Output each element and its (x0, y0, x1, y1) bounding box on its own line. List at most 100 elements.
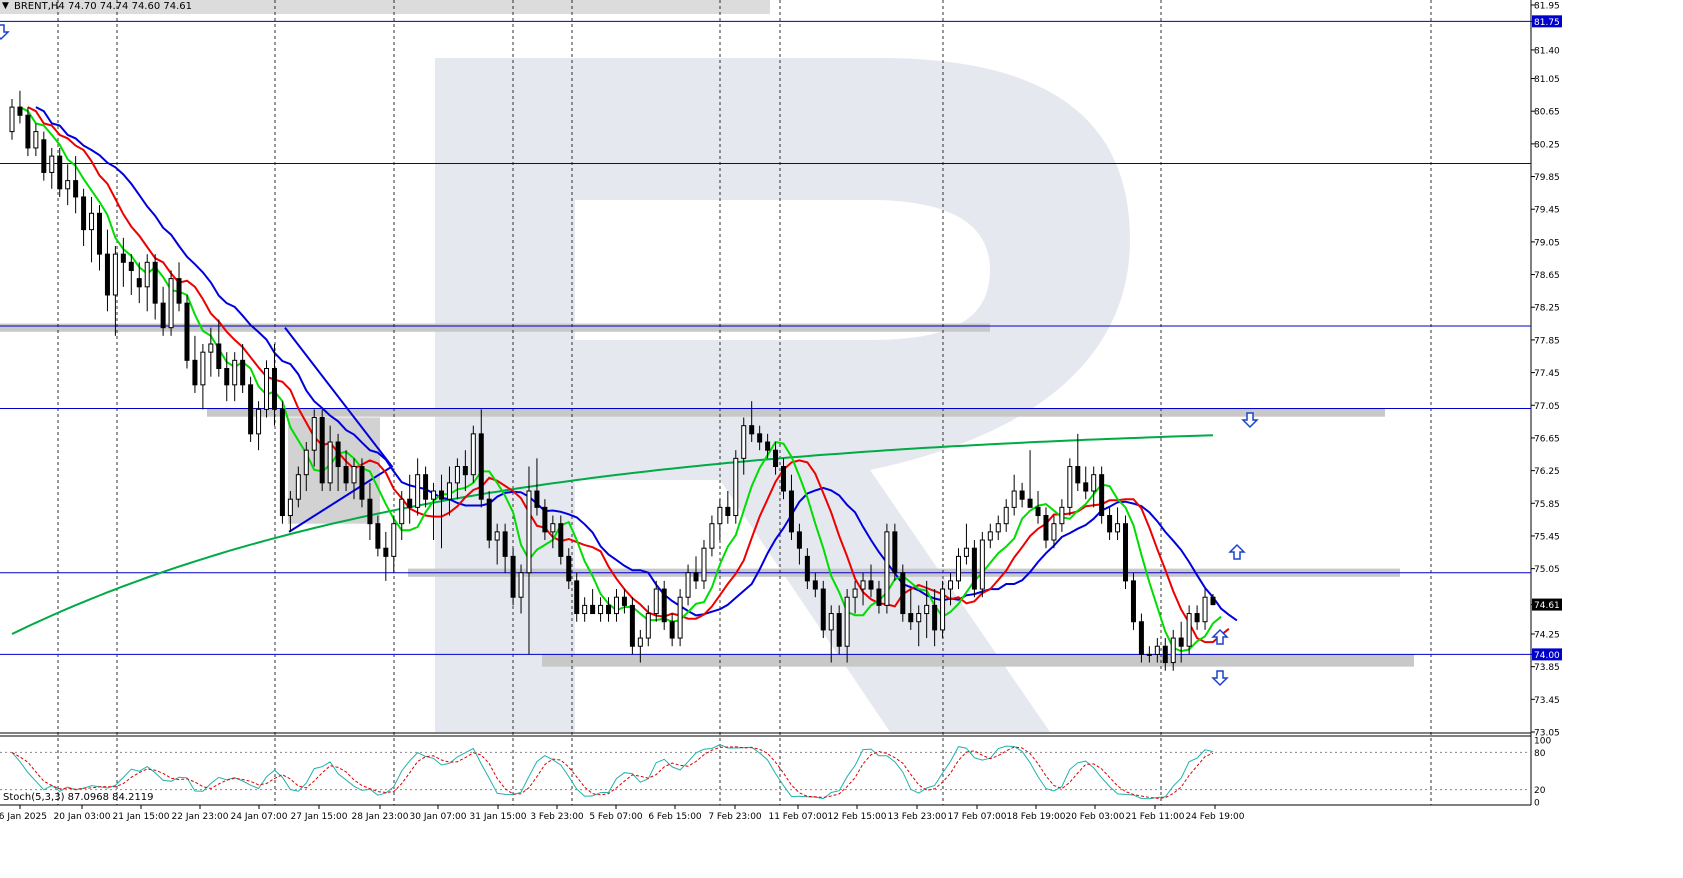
candle (788, 474, 794, 541)
candle-body (136, 278, 142, 288)
candle-body (1130, 580, 1136, 623)
y-tick-label: 79.45 (1534, 206, 1560, 216)
candle (749, 401, 755, 443)
candle-body (17, 106, 23, 116)
candle-body (629, 604, 635, 647)
candle-body (120, 253, 126, 263)
candle-body (81, 196, 87, 231)
candle-body (1091, 474, 1097, 492)
candle (518, 564, 524, 614)
candle (144, 254, 150, 312)
x-tick-label: 24 Jan 07:00 (231, 812, 288, 822)
candle (1099, 466, 1105, 524)
candle (152, 254, 158, 320)
x-tick-label: 22 Jan 23:00 (172, 812, 229, 822)
candle-body (995, 523, 1001, 533)
candle (1083, 466, 1089, 500)
candle (661, 580, 667, 630)
candle (311, 409, 317, 467)
x-tick-label: 13 Feb 23:00 (887, 812, 946, 822)
candle (431, 482, 437, 541)
candle-body (295, 474, 301, 500)
ma-mid-line (27, 106, 1230, 644)
candle-body (574, 580, 580, 615)
candle (1011, 474, 1017, 516)
candle-body (41, 139, 47, 173)
candle-body (971, 547, 977, 590)
candle (621, 589, 627, 614)
candle-body (1107, 515, 1113, 533)
x-tick-label: 17 Feb 07:00 (947, 812, 1006, 822)
candle-body (279, 408, 285, 517)
candle-body (311, 417, 317, 451)
candle-body (49, 155, 55, 173)
candle (1170, 629, 1176, 671)
arrow-down-icon (1241, 412, 1259, 429)
candle-body (884, 531, 890, 606)
candle-body (924, 604, 930, 615)
zone-74 (542, 654, 1414, 667)
candle-body (1051, 523, 1057, 541)
candle (693, 556, 699, 590)
candle (367, 482, 373, 541)
candle (629, 597, 635, 655)
candle (574, 572, 580, 622)
candle (49, 147, 55, 189)
horizontal-levels (0, 20, 1531, 655)
stoch-axis-label: 100 (1534, 737, 1551, 747)
candle-body (232, 359, 238, 386)
arrow-up-icon (1211, 628, 1229, 645)
candle-body (892, 531, 898, 574)
candle-body (216, 343, 222, 370)
candle (494, 523, 500, 565)
candle (446, 466, 452, 516)
candle (757, 425, 763, 451)
header-menu-icon[interactable]: ▼ (2, 1, 9, 11)
candle-body (1210, 596, 1216, 606)
candle (41, 131, 47, 181)
candle (781, 458, 787, 500)
candle-body (1138, 621, 1144, 655)
candle-body (637, 637, 643, 647)
candle (271, 343, 277, 426)
candle (502, 523, 508, 573)
candle-body (876, 588, 882, 606)
candle-body (248, 384, 254, 435)
x-tick-label: 20 Jan 03:00 (54, 812, 111, 822)
candle (812, 572, 818, 598)
candle-body (486, 498, 492, 541)
y-tick-label: 79.85 (1534, 173, 1560, 183)
candle-body (33, 131, 39, 149)
y-tick-label: 73.05 (1534, 729, 1560, 739)
symbol-label: BRENT,H4 (14, 1, 65, 12)
candle-body (112, 253, 118, 296)
candle (709, 515, 715, 557)
x-tick-label: 18 Feb 19:00 (1006, 812, 1065, 822)
candle-body (820, 588, 826, 631)
ma-slow-line (35, 106, 1238, 622)
y-tick-label: 76.65 (1534, 434, 1560, 444)
candle-body (932, 604, 938, 631)
candle-body (359, 466, 365, 500)
candle-body (335, 441, 341, 468)
candle-body (9, 106, 15, 133)
y-tick-label: 81.40 (1534, 46, 1560, 56)
y-tick-label: 78.25 (1534, 304, 1560, 314)
candle-body (940, 588, 946, 631)
candle (438, 474, 444, 549)
candle (1186, 605, 1192, 655)
chart-header-strip (0, 0, 770, 14)
candle-body (590, 604, 596, 615)
candle-body (73, 180, 79, 198)
candle-body (264, 368, 270, 410)
candle (343, 450, 349, 492)
candle-body (160, 302, 166, 329)
candle (995, 515, 1001, 541)
candle (359, 458, 365, 508)
candle-body (781, 466, 787, 492)
zone-78 (0, 323, 990, 332)
candle-body (510, 555, 516, 598)
candle (287, 491, 293, 532)
y-tick-label: 81.75 (1534, 18, 1560, 28)
